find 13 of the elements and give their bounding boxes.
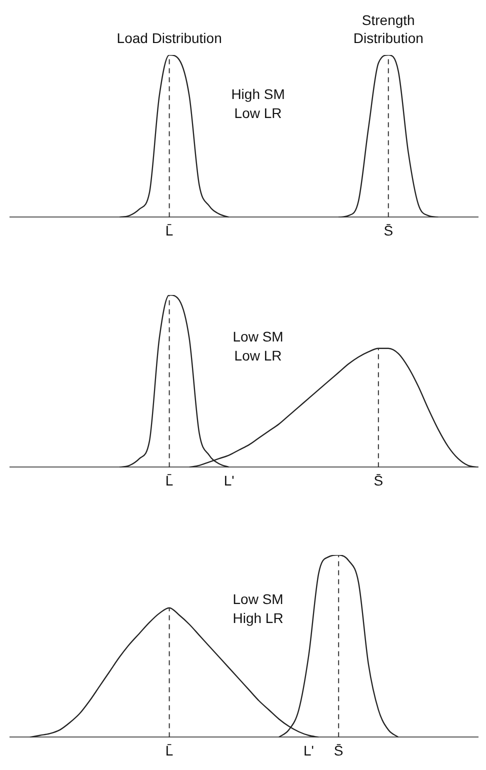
x-tick-label: L': [224, 472, 234, 488]
annotation: High SM Low LR: [231, 86, 285, 121]
series-label: Strength Distribution: [353, 12, 424, 46]
x-tick-label: S̄: [384, 222, 394, 238]
x-tick-label: L̄: [165, 742, 174, 758]
x-tick-label: L': [303, 742, 314, 758]
annotation: Low SM Low LR: [232, 328, 284, 364]
series-label: Load Distribution: [116, 30, 222, 46]
x-tick-label: L̄: [165, 222, 174, 238]
x-tick-label: L̄: [165, 472, 174, 488]
annotation: Low SM High LR: [232, 591, 284, 626]
x-tick-label: S̄: [374, 472, 384, 488]
x-tick-label: S̄: [334, 742, 344, 758]
